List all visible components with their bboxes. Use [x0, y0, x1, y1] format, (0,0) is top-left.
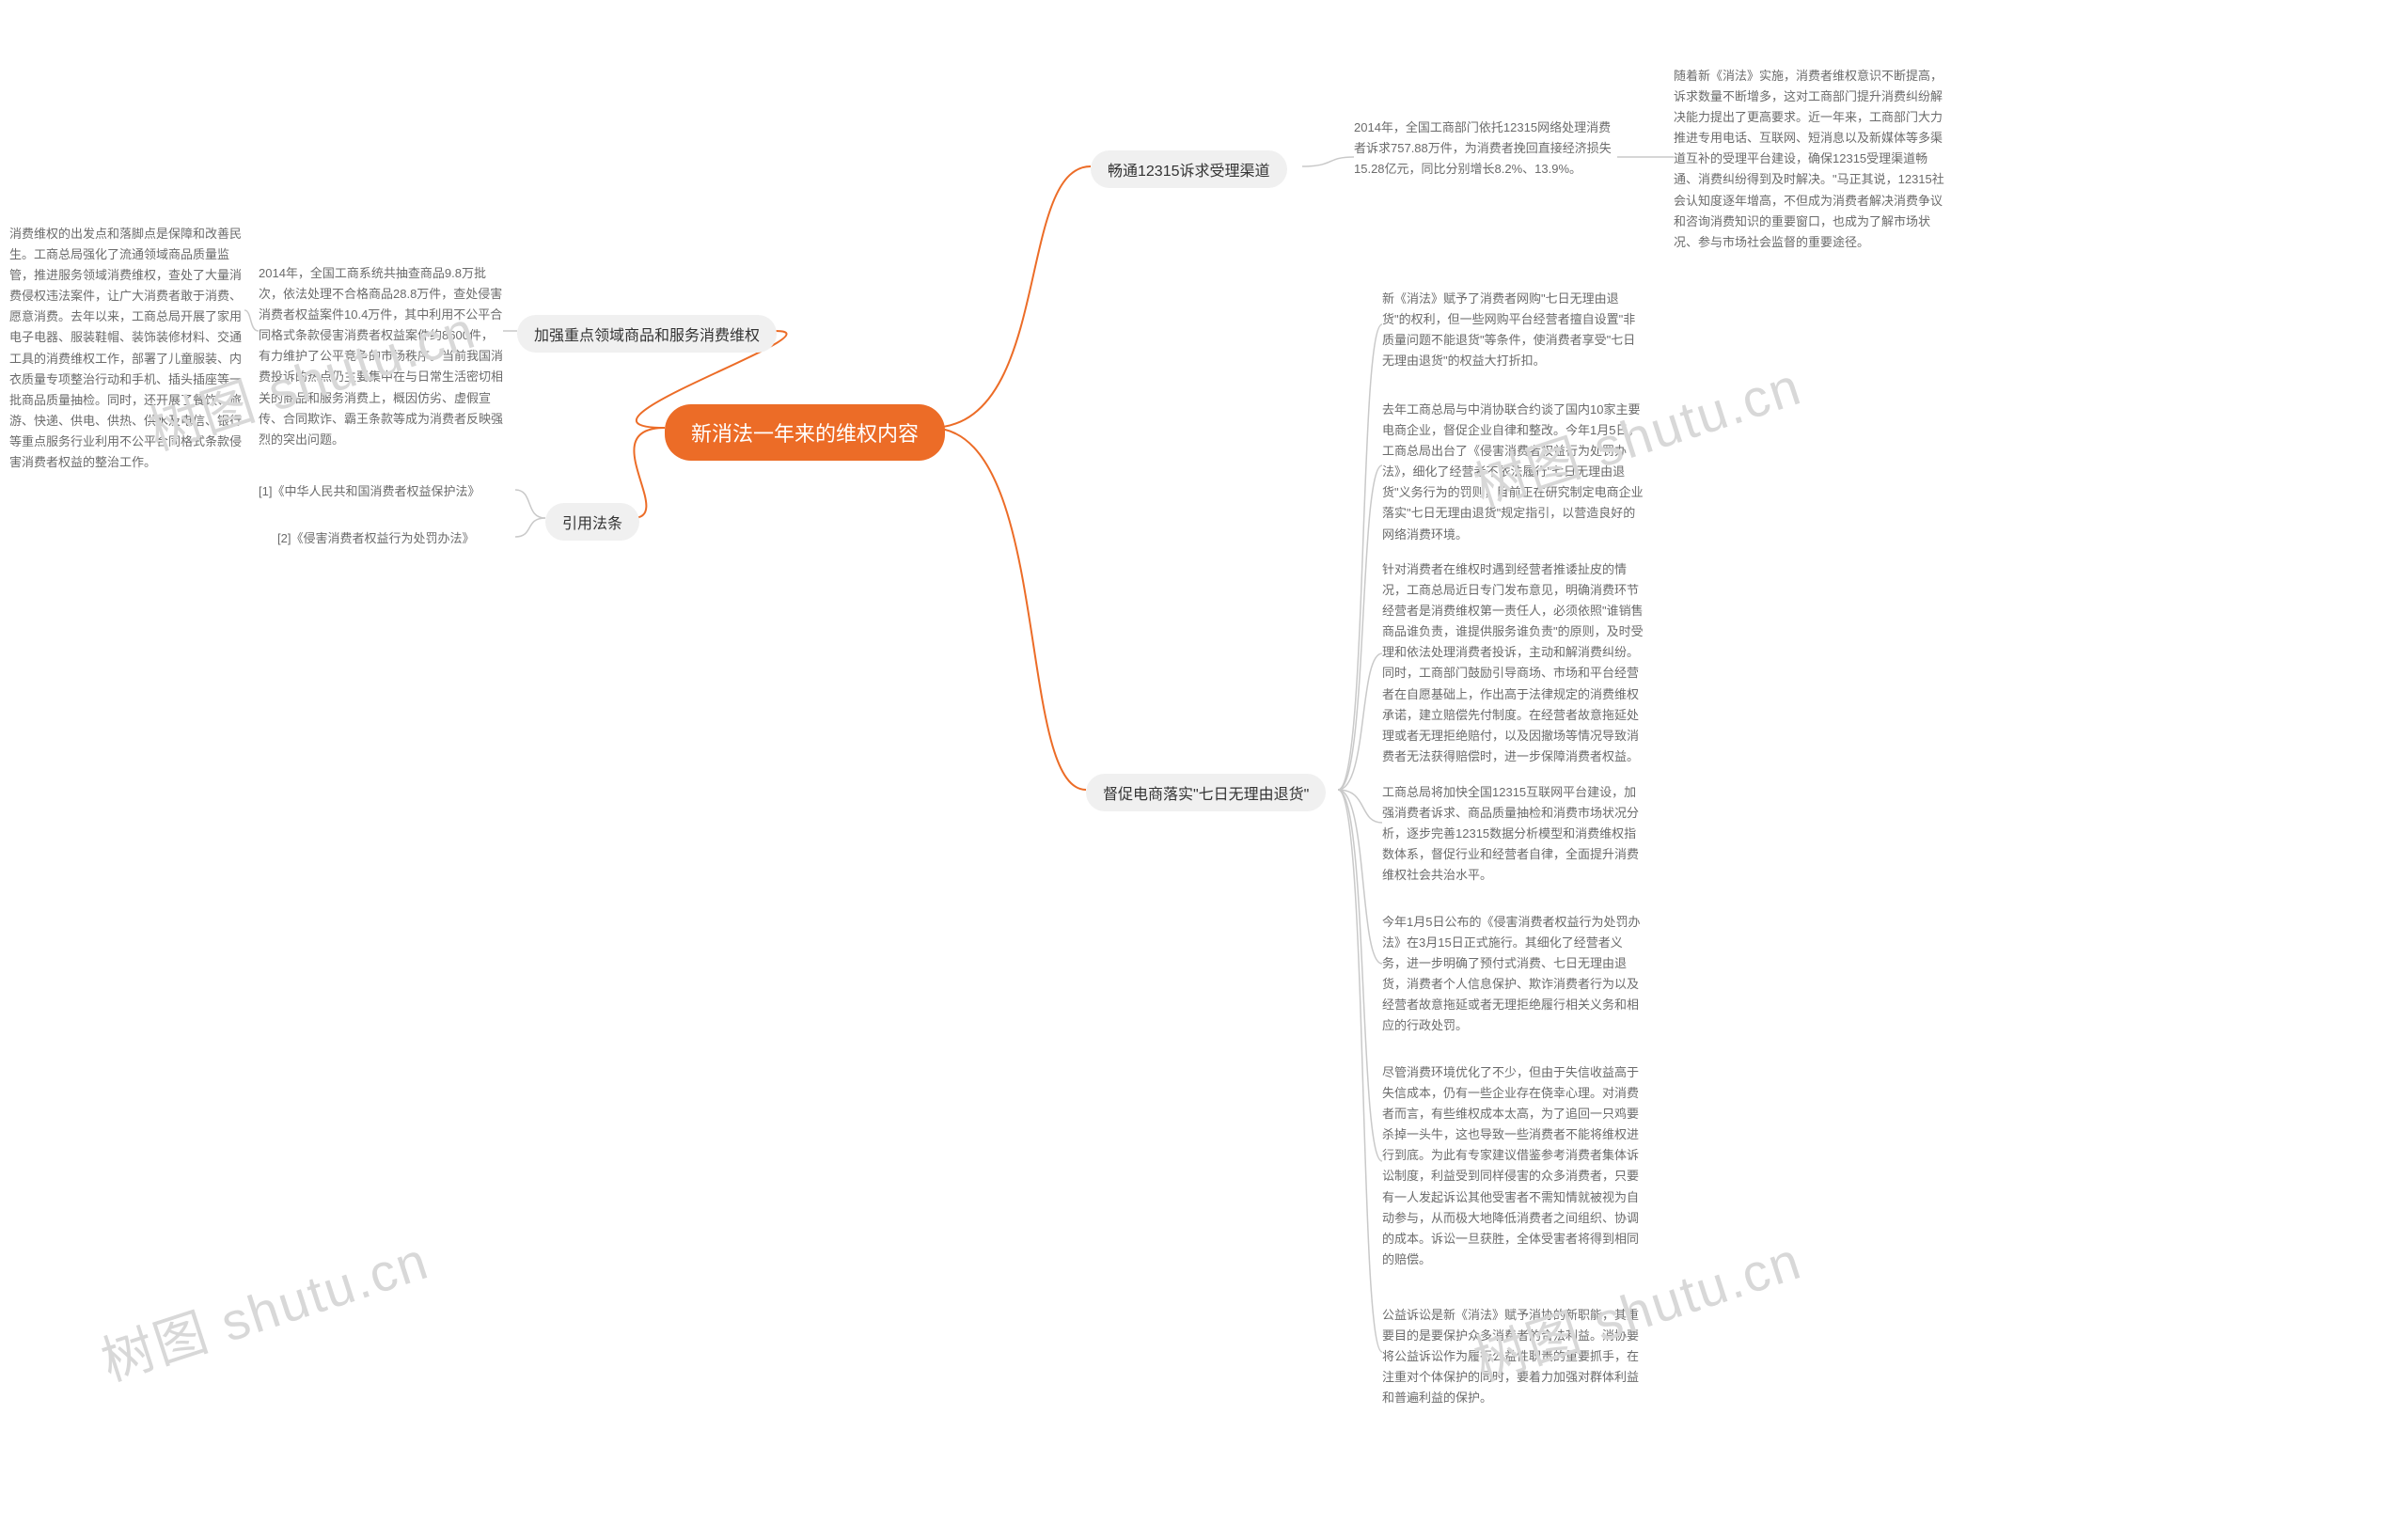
leaf-node: 随着新《消法》实施，消费者维权意识不断提高，诉求数量不断增多，这对工商部门提升消…: [1674, 66, 1946, 253]
leaf-node: 尽管消费环境优化了不少，但由于失信收益高于失信成本，仍有一些企业存在侥幸心理。对…: [1382, 1062, 1645, 1270]
leaf-node: 2014年，全国工商部门依托12315网络处理消费者诉求757.88万件，为消费…: [1354, 118, 1617, 180]
branch-key-areas[interactable]: 加强重点领域商品和服务消费维权: [517, 315, 777, 353]
leaf-node: 公益诉讼是新《消法》赋予消协的新职能，其重要目的是要保护众多消费者的合法利益。消…: [1382, 1305, 1645, 1408]
root-node[interactable]: 新消法一年来的维权内容: [665, 404, 945, 461]
ref-law-2: [2]《侵害消费者权益行为处罚办法》: [277, 528, 474, 546]
leaf-node: 今年1月5日公布的《侵害消费者权益行为处罚办法》在3月15日正式施行。其细化了经…: [1382, 912, 1645, 1037]
branch-12315[interactable]: 畅通12315诉求受理渠道: [1091, 150, 1287, 188]
mindmap-connectors: [0, 0, 2407, 1540]
leaf-node: 消费维权的出发点和落脚点是保障和改善民生。工商总局强化了流通领域商品质量监管，推…: [9, 224, 244, 473]
branch-7day-return[interactable]: 督促电商落实"七日无理由退货": [1086, 774, 1326, 811]
leaf-node: 针对消费者在维权时遇到经营者推诿扯皮的情况，工商总局近日专门发布意见，明确消费环…: [1382, 559, 1645, 767]
leaf-node: 2014年，全国工商系统共抽查商品9.8万批次，依法处理不合格商品28.8万件，…: [259, 263, 503, 450]
leaf-node: 工商总局将加快全国12315互联网平台建设，加强消费者诉求、商品质量抽检和消费市…: [1382, 782, 1645, 886]
ref-law-1: [1]《中华人民共和国消费者权益保护法》: [259, 481, 480, 499]
leaf-node: 去年工商总局与中消协联合约谈了国内10家主要电商企业，督促企业自律和整改。今年1…: [1382, 400, 1645, 545]
branch-laws[interactable]: 引用法条: [545, 503, 639, 541]
leaf-node: 新《消法》赋予了消费者网购"七日无理由退货"的权利，但一些网购平台经营者擅自设置…: [1382, 289, 1645, 371]
